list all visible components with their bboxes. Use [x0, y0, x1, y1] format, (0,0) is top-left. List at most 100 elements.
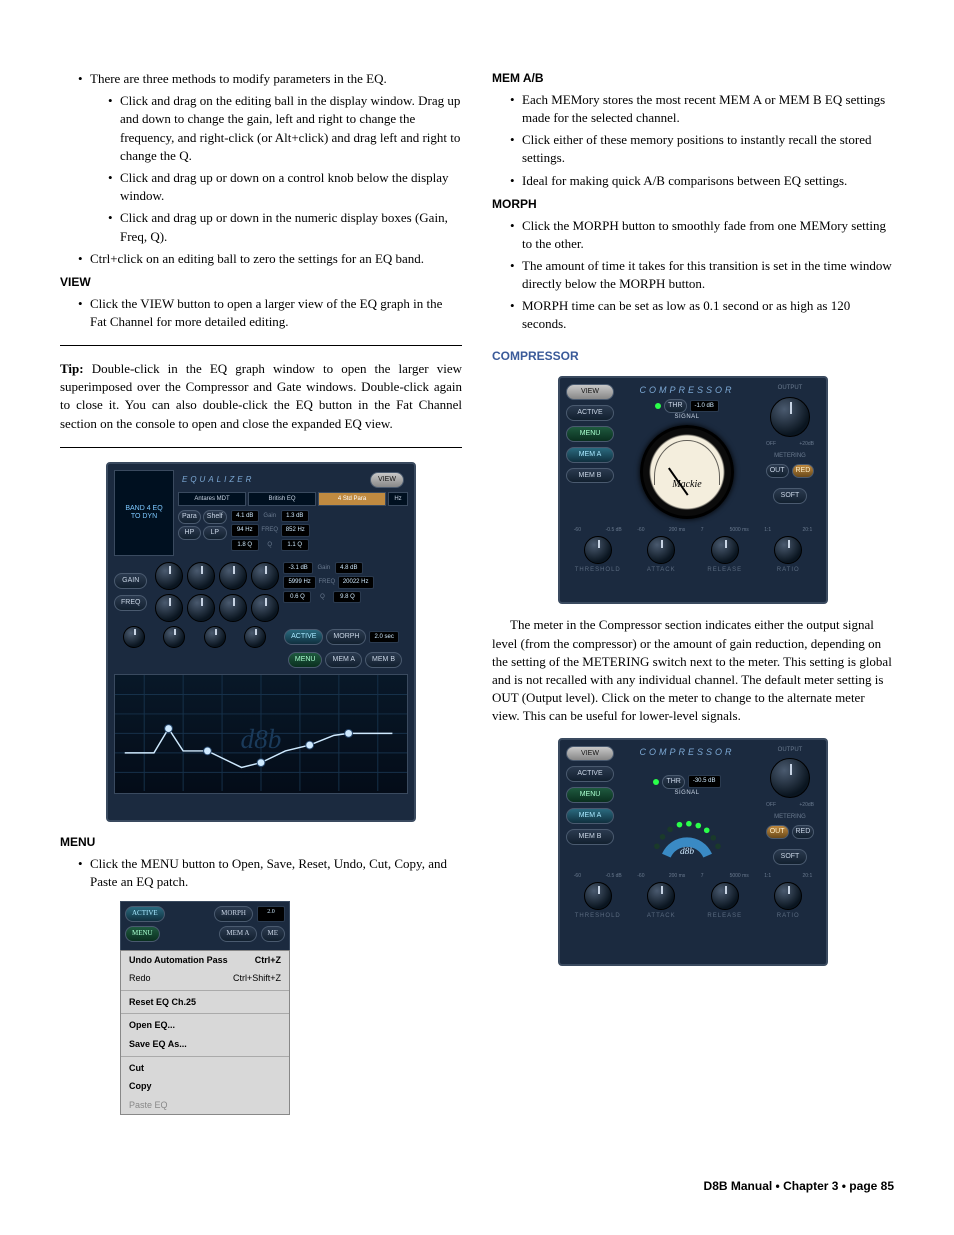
- comp2-view-button[interactable]: VIEW: [566, 746, 614, 762]
- comp1-view-button[interactable]: VIEW: [566, 384, 614, 400]
- eq-qknob-2[interactable]: [163, 626, 185, 648]
- menu-morph-val[interactable]: 2.0: [257, 906, 285, 922]
- eq-band-corner[interactable]: BAND 4 EQ TO DYN: [114, 470, 174, 556]
- eq-tab-1[interactable]: British EQ: [248, 492, 316, 506]
- menu-menu-button[interactable]: MENU: [125, 926, 160, 942]
- eq-knob-g2[interactable]: [187, 562, 215, 590]
- comp1-release-knob[interactable]: [711, 536, 739, 564]
- menu-redo[interactable]: RedoCtrl+Shift+Z: [121, 969, 289, 988]
- comp2-memb-button[interactable]: MEM B: [566, 829, 614, 845]
- comp1-attack-knob[interactable]: [647, 536, 675, 564]
- menu-morph-button[interactable]: MORPH: [214, 906, 253, 922]
- eq-qknob-4[interactable]: [244, 626, 266, 648]
- eq-qknob-1[interactable]: [123, 626, 145, 648]
- comp1-output-knob[interactable]: [770, 397, 810, 437]
- menu-copy[interactable]: Copy: [121, 1077, 289, 1096]
- comp1-out-button[interactable]: OUT: [766, 464, 789, 478]
- para-button[interactable]: Para: [178, 510, 201, 524]
- eq-r2-q2[interactable]: 9.8 Q: [333, 591, 361, 603]
- comp2-thr-val[interactable]: -30.5 dB: [688, 775, 721, 787]
- k0-label-2: THRESHOLD: [575, 912, 621, 920]
- eq-title: EQUALIZER: [182, 474, 254, 485]
- comp2-soft-button[interactable]: SOFT: [773, 849, 807, 865]
- comp1-red-button[interactable]: RED: [792, 464, 815, 478]
- comp1-menu-button[interactable]: MENU: [566, 426, 614, 442]
- menu-mema-button[interactable]: MEM A: [219, 926, 256, 942]
- comp1-active-button[interactable]: ACTIVE: [566, 405, 614, 421]
- eq-r1-f1[interactable]: 94 Hz: [231, 524, 259, 536]
- comp2-mema-button[interactable]: MEM A: [566, 808, 614, 824]
- menu-reset[interactable]: Reset EQ Ch.25: [121, 993, 289, 1012]
- comp2-ratio-knob[interactable]: [774, 882, 802, 910]
- eq-knob-g1[interactable]: [155, 562, 183, 590]
- comp2-threshold-knob[interactable]: [584, 882, 612, 910]
- comp2-out-button[interactable]: OUT: [766, 825, 789, 839]
- comp1-signal-label: SIGNAL: [674, 413, 699, 421]
- menu-paste[interactable]: Paste EQ: [121, 1096, 289, 1115]
- menu-open[interactable]: Open EQ...: [121, 1016, 289, 1035]
- memab-heading: MEM A/B: [492, 70, 894, 87]
- eq-tabs: Antares MDT British EQ 4 Std Para Hz: [178, 492, 408, 506]
- eq-knob-f4[interactable]: [251, 594, 279, 622]
- comp2-arc-meter[interactable]: d8b: [640, 805, 734, 865]
- eq-r2-g2[interactable]: 4.8 dB: [335, 562, 363, 574]
- comp1-vu-meter[interactable]: Mackie: [640, 425, 734, 519]
- eq-active-button[interactable]: ACTIVE: [284, 629, 323, 645]
- eq-qknob-3[interactable]: [204, 626, 226, 648]
- comp2-thr-button[interactable]: THR: [662, 775, 684, 789]
- comp2-menu-button[interactable]: MENU: [566, 787, 614, 803]
- comp1-ratio-knob[interactable]: [774, 536, 802, 564]
- q-label-1: Q: [261, 541, 279, 549]
- eq-tab-hz[interactable]: Hz: [388, 492, 408, 506]
- comp1-memb-button[interactable]: MEM B: [566, 468, 614, 484]
- eq-r1-g2[interactable]: 1.3 dB: [281, 510, 309, 522]
- comp2-active-button[interactable]: ACTIVE: [566, 766, 614, 782]
- hp-button[interactable]: HP: [178, 526, 201, 540]
- k0-lo-2: -60: [574, 873, 581, 880]
- comp1-mema-button[interactable]: MEM A: [566, 447, 614, 463]
- eq-r1-f2[interactable]: 852 Hz: [281, 524, 310, 536]
- eq-r1-g1[interactable]: 4.1 dB: [231, 510, 259, 522]
- eq-knob-g3[interactable]: [219, 562, 247, 590]
- menu-reset-label: Reset EQ Ch.25: [129, 996, 196, 1009]
- eq-r2-q1[interactable]: 0.6 Q: [283, 591, 311, 603]
- comp2-output-knob[interactable]: [770, 758, 810, 798]
- comp1-soft-button[interactable]: SOFT: [773, 488, 807, 504]
- eq-r2-f1[interactable]: 5999 Hz: [283, 576, 315, 588]
- eq-knob-f2[interactable]: [187, 594, 215, 622]
- menu-memb-button[interactable]: ME: [261, 926, 286, 942]
- comp2-release-knob[interactable]: [711, 882, 739, 910]
- eq-menu-button[interactable]: MENU: [288, 652, 323, 668]
- eq-mema-button[interactable]: MEM A: [325, 652, 362, 668]
- comp2-attack-knob[interactable]: [647, 882, 675, 910]
- comp2-output-label: OUTPUT: [778, 746, 803, 754]
- menu-save[interactable]: Save EQ As...: [121, 1035, 289, 1054]
- eq-tab-2[interactable]: 4 Std Para: [318, 492, 386, 506]
- eq-tab-0[interactable]: Antares MDT: [178, 492, 246, 506]
- menu-active-button[interactable]: ACTIVE: [125, 906, 165, 922]
- eq-knob-g4[interactable]: [251, 562, 279, 590]
- shelf-button[interactable]: Shelf: [203, 510, 227, 524]
- eq-memb-button[interactable]: MEM B: [365, 652, 402, 668]
- eq-view-button[interactable]: VIEW: [370, 472, 404, 488]
- menu-cut[interactable]: Cut: [121, 1059, 289, 1078]
- comp1-thr-button[interactable]: THR: [664, 399, 686, 413]
- eq-freq-side[interactable]: FREQ: [114, 595, 147, 611]
- comp1-thr-val[interactable]: -1.0 dB: [690, 400, 719, 412]
- freq-label-1: FREQ: [261, 526, 279, 534]
- menu-copy-label: Copy: [129, 1080, 152, 1093]
- eq-knob-f1[interactable]: [155, 594, 183, 622]
- eq-graph[interactable]: d8b: [114, 674, 408, 794]
- eq-morph-button[interactable]: MORPH: [326, 629, 366, 645]
- comp1-threshold-knob[interactable]: [584, 536, 612, 564]
- eq-knob-f3[interactable]: [219, 594, 247, 622]
- eq-morph-val[interactable]: 2.0 sec: [369, 631, 398, 643]
- eq-r1-q1[interactable]: 1.8 Q: [231, 539, 259, 551]
- eq-r2-f2[interactable]: 20022 Hz: [338, 576, 374, 588]
- eq-r2-g1[interactable]: -3.1 dB: [283, 562, 312, 574]
- eq-r1-q2[interactable]: 1.1 Q: [281, 539, 309, 551]
- eq-gain-side[interactable]: GAIN: [114, 573, 147, 589]
- menu-undo[interactable]: Undo Automation PassCtrl+Z: [121, 951, 289, 970]
- comp2-red-button[interactable]: RED: [792, 825, 815, 839]
- lp-button[interactable]: LP: [203, 526, 227, 540]
